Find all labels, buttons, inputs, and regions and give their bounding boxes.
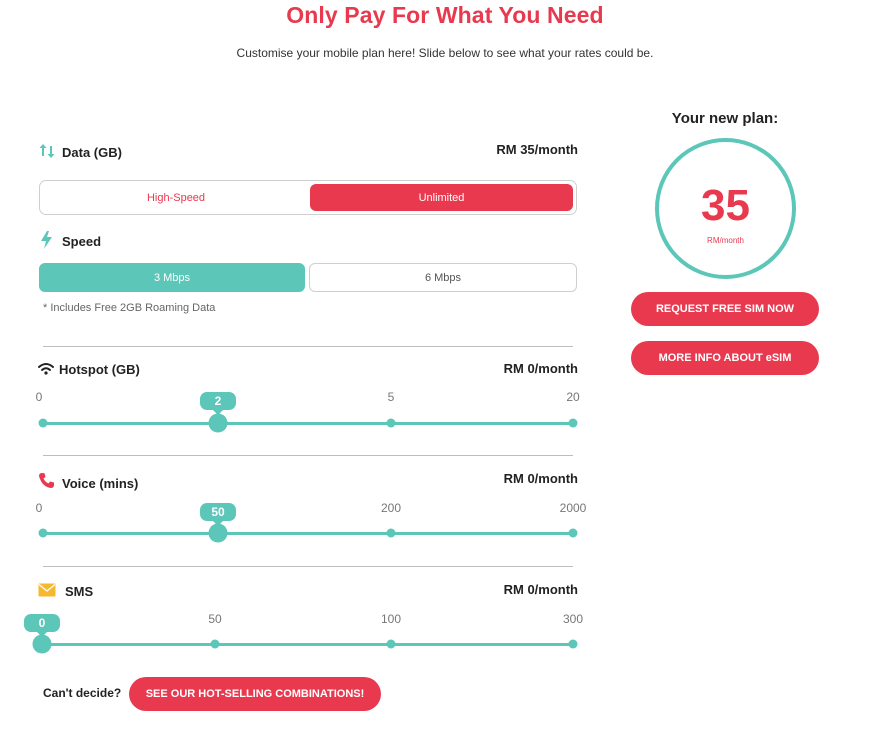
hotspot-tick-label: 20: [566, 390, 580, 404]
voice-slider-track[interactable]: [43, 532, 573, 535]
voice-tick-label: 200: [380, 501, 402, 515]
divider: [43, 455, 573, 456]
sms-tick-label: 50: [208, 612, 222, 626]
divider: [43, 346, 573, 347]
voice-slider-step[interactable]: [38, 528, 48, 538]
data-type-toggle: High-Speed Unlimited: [39, 180, 577, 215]
sms-tick-label: 300: [562, 612, 584, 626]
sms-slider-step[interactable]: [568, 639, 578, 649]
voice-price: RM 0/month: [503, 471, 578, 486]
sms-tick-label: 100: [380, 612, 402, 626]
data-label: Data (GB): [62, 145, 122, 160]
voice-tick-label: 0: [35, 501, 43, 515]
hotspot-slider-track[interactable]: [43, 422, 573, 425]
sms-slider-track[interactable]: [43, 643, 573, 646]
voice-section-header: Voice (mins) RM 0/month: [38, 471, 578, 491]
plan-title: Your new plan:: [671, 110, 779, 127]
hotspot-label: Hotspot (GB): [59, 362, 140, 377]
speed-section-header: Speed: [38, 231, 578, 251]
voice-tick-label: 2000: [559, 501, 587, 515]
hotspot-slider-handle[interactable]: [208, 413, 228, 433]
high-speed-option[interactable]: High-Speed: [146, 191, 206, 204]
hotspot-tick-label: 0: [35, 390, 43, 404]
hotspot-value-bubble: 2: [200, 392, 236, 415]
unlimited-option[interactable]: Unlimited: [310, 184, 573, 211]
data-section-header: Data (GB) RM 35/month: [38, 142, 578, 162]
sms-slider-handle[interactable]: [32, 634, 52, 654]
hotspot-section-header: Hotspot (GB) RM 0/month: [38, 361, 578, 381]
voice-slider-handle[interactable]: [208, 523, 228, 543]
data-price: RM 35/month: [496, 142, 578, 157]
plan-price-ring: 35 RM/month: [655, 138, 796, 279]
sms-value-bubble: 0: [24, 614, 60, 637]
speed-3mbps-option[interactable]: 3 Mbps: [39, 263, 305, 292]
see-combinations-button[interactable]: SEE OUR HOT-SELLING COMBINATIONS!: [129, 677, 381, 711]
envelope-icon: [38, 583, 56, 601]
voice-slider-step[interactable]: [386, 528, 396, 538]
sms-price: RM 0/month: [503, 582, 578, 597]
lightning-icon: [38, 231, 56, 249]
hotspot-price: RM 0/month: [503, 361, 578, 376]
phone-icon: [38, 472, 56, 490]
hotspot-slider-step[interactable]: [386, 418, 396, 428]
up-down-arrows-icon: [38, 142, 56, 160]
sms-slider-step[interactable]: [386, 639, 396, 649]
plan-price-value: 35: [701, 181, 750, 230]
sms-label: SMS: [65, 584, 94, 599]
divider: [43, 566, 573, 567]
hotspot-slider-step[interactable]: [38, 418, 48, 428]
sms-section-header: SMS RM 0/month: [38, 582, 578, 602]
page-title: Only Pay For What You Need: [286, 2, 604, 28]
voice-slider-step[interactable]: [568, 528, 578, 538]
hotspot-slider-step[interactable]: [568, 418, 578, 428]
page-subtitle: Customise your mobile plan here! Slide b…: [236, 46, 654, 60]
hotspot-tick-label: 5: [387, 390, 395, 404]
esim-info-button[interactable]: MORE INFO ABOUT eSIM: [631, 341, 819, 375]
cant-decide-text: Can't decide?: [43, 686, 122, 700]
wifi-icon: [38, 362, 56, 380]
sms-slider-step[interactable]: [210, 639, 220, 649]
request-free-sim-button[interactable]: REQUEST FREE SIM NOW: [631, 292, 819, 326]
roaming-note: * Includes Free 2GB Roaming Data: [43, 302, 216, 314]
speed-6mbps-option[interactable]: 6 Mbps: [309, 263, 577, 292]
speed-label: Speed: [62, 234, 102, 249]
voice-label: Voice (mins): [62, 476, 139, 491]
plan-price-unit: RM/month: [707, 236, 744, 245]
voice-value-bubble: 50: [200, 503, 236, 526]
